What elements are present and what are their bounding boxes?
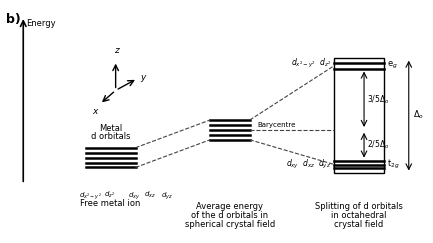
Text: Energy: Energy (26, 19, 56, 28)
Text: in octahedral: in octahedral (331, 211, 387, 220)
Text: Average energy: Average energy (197, 202, 263, 211)
Text: d orbitals: d orbitals (91, 132, 130, 141)
Text: Barycentre: Barycentre (258, 122, 296, 128)
Text: e$_g$: e$_g$ (387, 60, 397, 71)
Text: 2/5Δ$_o$: 2/5Δ$_o$ (367, 139, 390, 151)
Bar (334, 58, 384, 174)
Text: spherical crystal field: spherical crystal field (185, 220, 275, 229)
Text: $d_{x^2-y^2}$  $d_{z^2}$: $d_{x^2-y^2}$ $d_{z^2}$ (291, 57, 331, 70)
Text: $d_{xz}$: $d_{xz}$ (145, 190, 156, 200)
Text: of the d orbitals in: of the d orbitals in (191, 211, 268, 220)
Text: x: x (92, 107, 98, 116)
Text: crystal field: crystal field (334, 220, 384, 229)
Text: Δ$_o$: Δ$_o$ (413, 109, 424, 121)
Text: $d_{xy}$  $d_{xz}$  $d_{yz}$: $d_{xy}$ $d_{xz}$ $d_{yz}$ (286, 158, 331, 171)
Text: $d_{x^2-y^2}$: $d_{x^2-y^2}$ (79, 190, 102, 202)
Text: Metal: Metal (99, 124, 122, 133)
Text: b): b) (6, 13, 21, 26)
Text: $d_{z^2}$: $d_{z^2}$ (104, 190, 115, 200)
Text: 3/5Δ$_o$: 3/5Δ$_o$ (367, 93, 390, 105)
Text: y: y (140, 73, 146, 82)
Text: $d_{yz}$: $d_{yz}$ (162, 190, 173, 202)
Text: $d_{xy}$: $d_{xy}$ (128, 190, 140, 202)
Text: z: z (114, 46, 119, 55)
Text: Splitting of d orbitals: Splitting of d orbitals (315, 202, 403, 211)
Text: Free metal ion: Free metal ion (81, 199, 141, 208)
Text: t$_{2g}$: t$_{2g}$ (387, 158, 400, 171)
